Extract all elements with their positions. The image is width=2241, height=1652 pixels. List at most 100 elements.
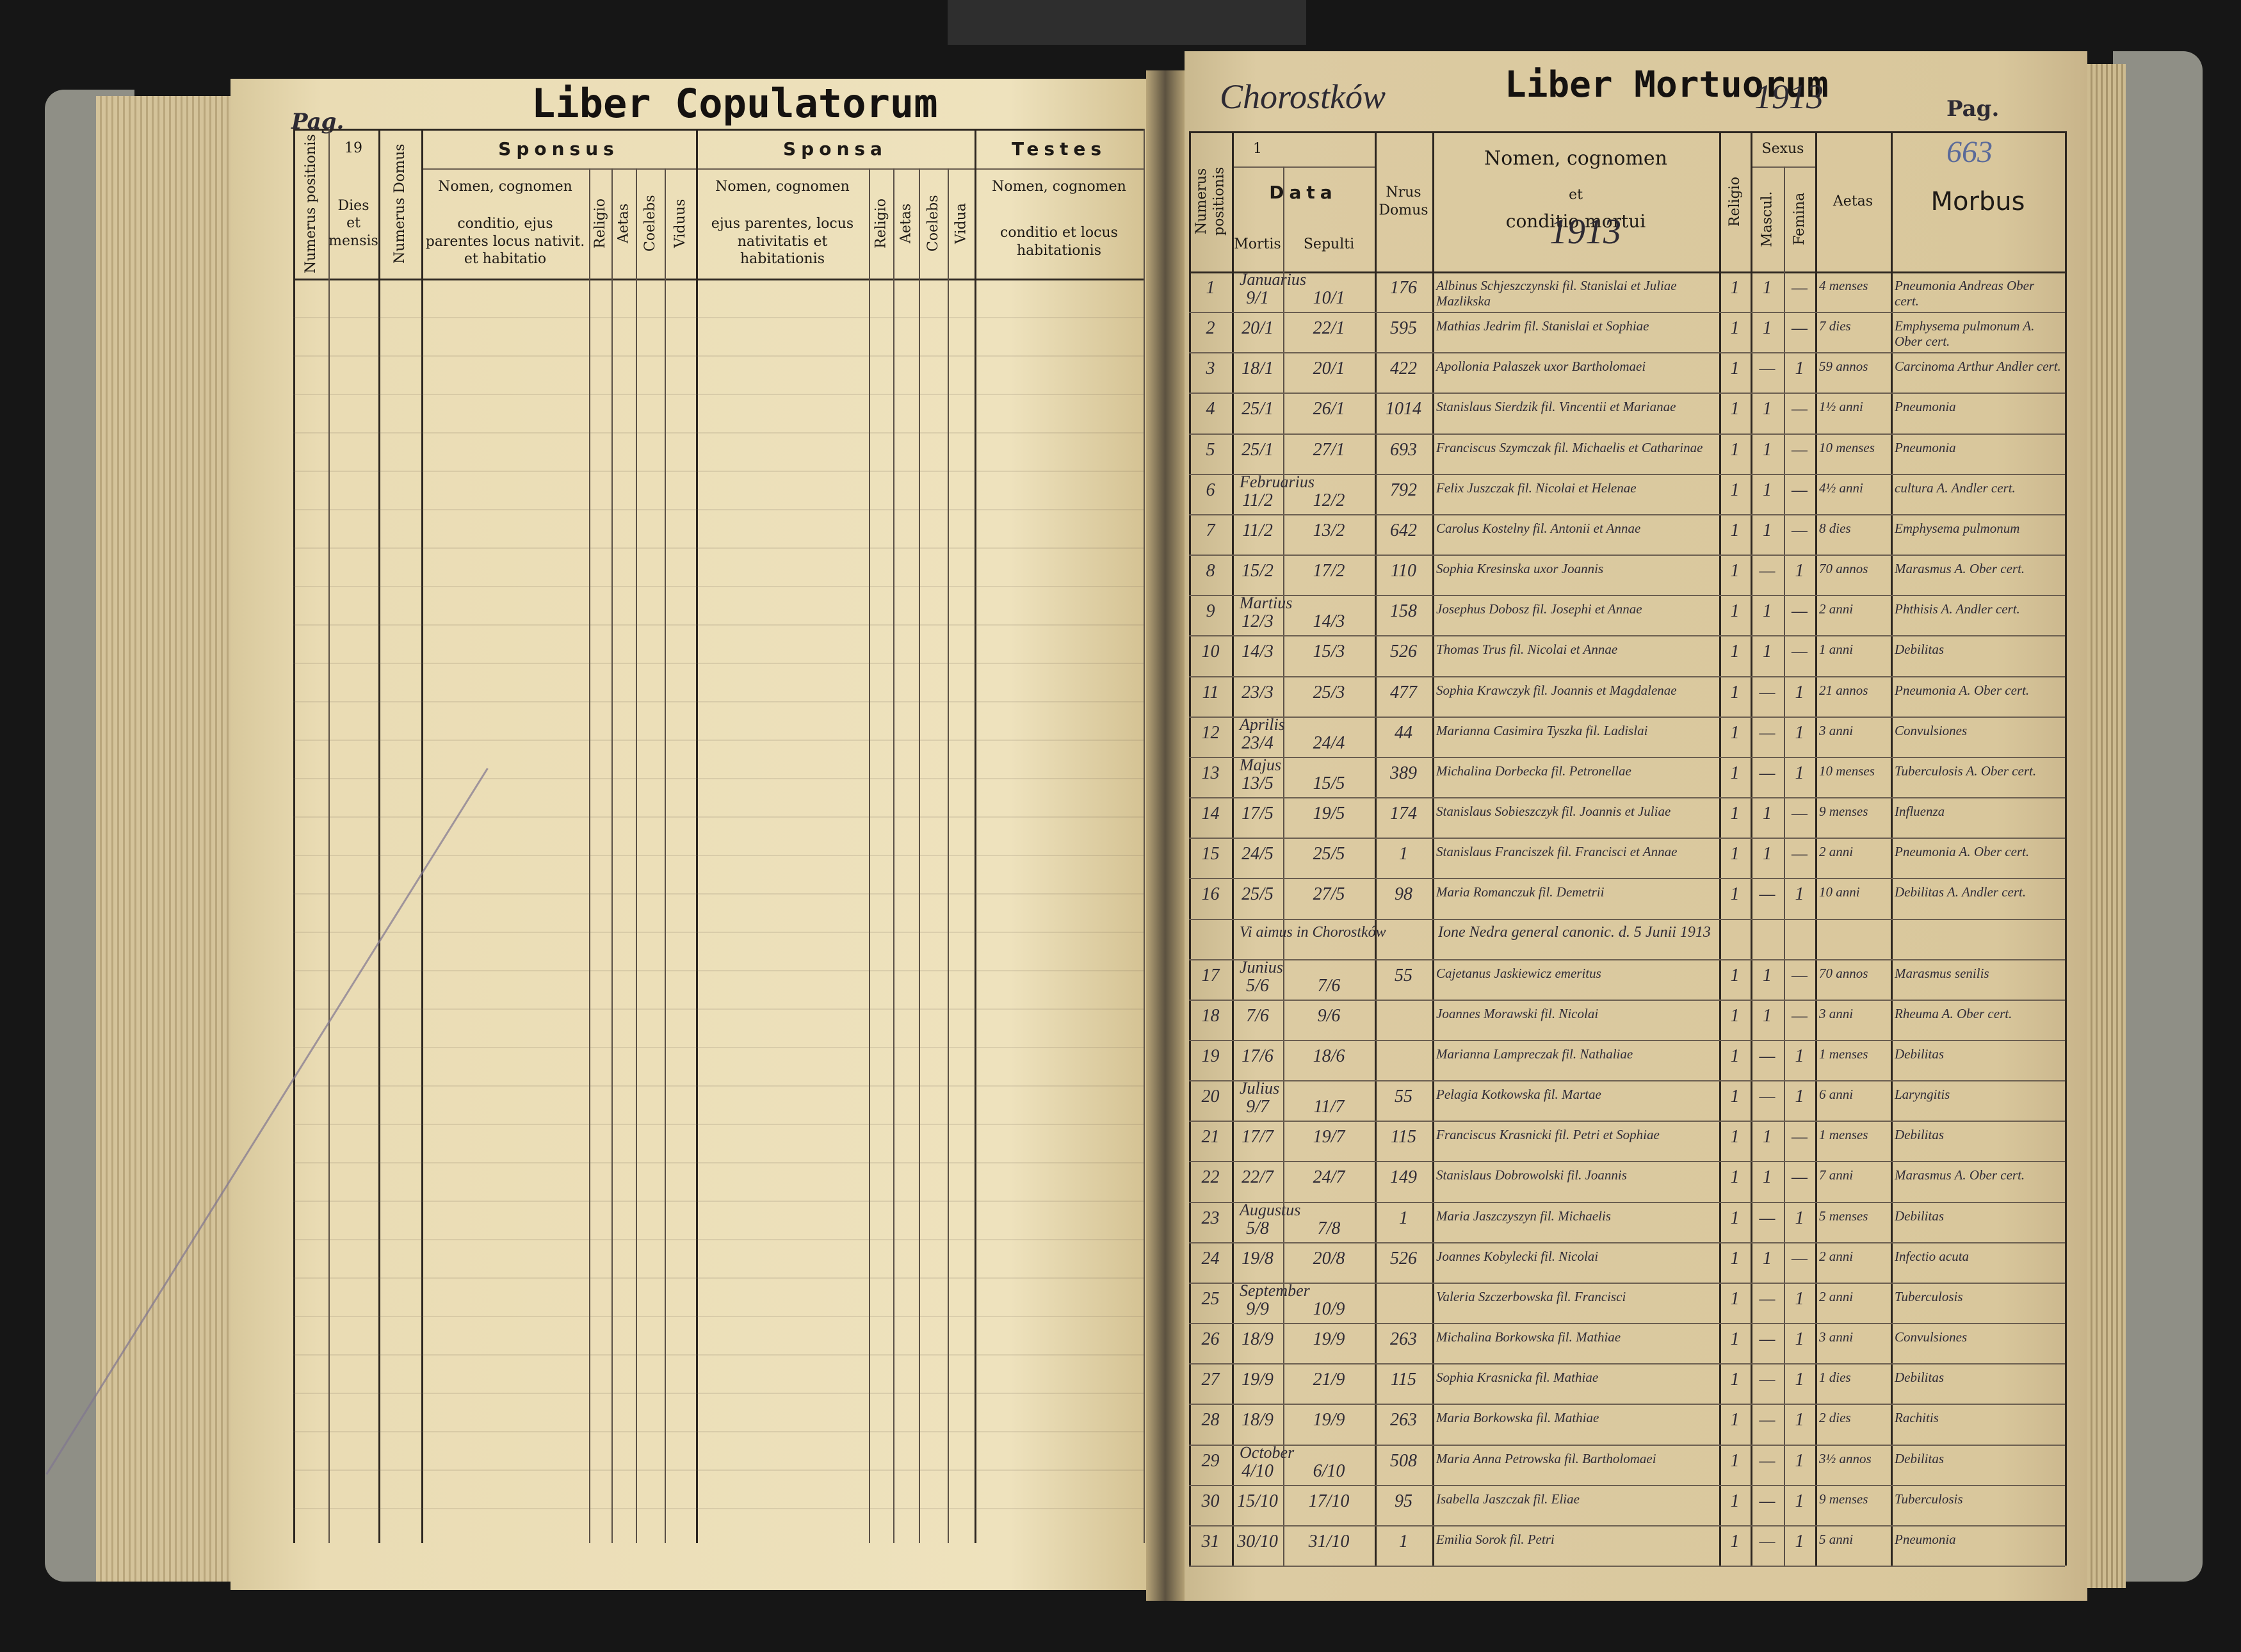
entry-religio: 1 (1730, 763, 1740, 783)
entry-mortis: 20/1 (1242, 318, 1274, 339)
entry-fem: — (1792, 965, 1808, 985)
entry-morbus: Tuberculosis (1895, 1288, 1963, 1304)
entry-name: Valeria Szczerbowska fil. Francisci (1436, 1288, 1626, 1304)
entry-morbus: Marasmus A. Ober cert. (1895, 561, 2025, 577)
month: Februarius (1240, 472, 1315, 490)
entry-religio: 1 (1730, 884, 1740, 905)
column-header: Nomen, cognomen (438, 178, 572, 195)
column-header: Nomen, cognomen (715, 178, 850, 195)
rule-line (293, 663, 1144, 664)
rule-line (378, 129, 380, 1543)
rule-line (421, 168, 1144, 170)
entry-morbus: Debilitas (1895, 642, 1944, 658)
entry-masc: — (1759, 1410, 1776, 1430)
rule-line (1189, 271, 2065, 273)
entry-aetas: 8 dies (1819, 520, 1851, 536)
entry-religio: 1 (1730, 1167, 1740, 1188)
entry-mortis: 4/10 (1242, 1461, 1274, 1481)
entry-masc: — (1759, 1531, 1776, 1551)
entry-mortis: 12/3 (1242, 611, 1274, 632)
rule-line (1189, 312, 2065, 314)
rule-line (1189, 676, 2065, 677)
rule-line (293, 394, 1144, 395)
entry-morbus: Convulsiones (1895, 1329, 1968, 1345)
rule-line (293, 432, 1144, 433)
entry-domus: 642 (1390, 520, 1417, 540)
entry-domus: 55 (1395, 965, 1412, 985)
entry-domus: 95 (1395, 1491, 1412, 1511)
entry-morbus: Tuberculosis (1895, 1491, 1963, 1507)
entry-aetas: 9 menses (1819, 804, 1868, 820)
entry-domus: 115 (1391, 1370, 1416, 1390)
rule-line (293, 1431, 1144, 1432)
rule-line (1189, 1282, 2065, 1284)
rule-line (293, 624, 1144, 626)
page-edges-right (2087, 64, 2126, 1588)
entry-mortis: 19/9 (1242, 1370, 1274, 1390)
entry-religio: 1 (1730, 1005, 1740, 1026)
entry-morbus: Pneumonia (1895, 1531, 1956, 1547)
column-header: Aetas (1832, 193, 1873, 209)
month: Julius (1240, 1079, 1280, 1097)
entry-mortis: 23/4 (1242, 733, 1274, 753)
rule-line (1189, 393, 2065, 394)
entry-mortis: 17/5 (1242, 804, 1274, 824)
entry-religio: 1 (1730, 1127, 1740, 1147)
entry-mortis: 25/1 (1242, 399, 1274, 419)
entry-name: Maria Anna Petrowska fil. Bartholomaei (1436, 1450, 1656, 1466)
entry-masc: 1 (1763, 1005, 1772, 1026)
rule-line (611, 168, 613, 1543)
entry-masc: — (1759, 561, 1776, 581)
entry-domus: 526 (1390, 642, 1417, 662)
entry-name: Michalina Borkowska fil. Mathiae (1436, 1329, 1621, 1345)
rule-line (293, 1239, 1144, 1240)
entry-mortis: 15/2 (1242, 561, 1274, 581)
entry-masc: 1 (1763, 642, 1772, 662)
entry-religio: 1 (1730, 439, 1740, 460)
month: Junius (1240, 957, 1283, 976)
entry-name: Joannes Morawski fil. Nicolai (1436, 1005, 1599, 1021)
entry-mortis: 17/7 (1242, 1127, 1274, 1147)
rule-line (1189, 999, 2065, 1001)
gutter (1146, 70, 1185, 1601)
column-header: et (1569, 187, 1583, 204)
entry-aetas: 10 menses (1819, 439, 1875, 455)
group-header: Sponsus (498, 138, 619, 159)
entry-religio: 1 (1730, 1208, 1740, 1228)
rule-line (293, 1508, 1144, 1509)
entry-no: 8 (1206, 561, 1215, 581)
entry-masc: — (1759, 359, 1776, 379)
rule-line (1751, 131, 1752, 1566)
column-header: Mascul. (1759, 191, 1776, 247)
entry-no: 17 (1201, 965, 1220, 985)
rule-line (293, 701, 1144, 702)
rule-line (869, 168, 870, 1543)
rule-line (636, 168, 637, 1543)
entry-sepulti: 10/9 (1313, 1299, 1345, 1319)
entry-morbus: Emphysema pulmonum A. Ober cert. (1895, 318, 2035, 350)
entry-domus: 595 (1390, 318, 1417, 339)
entry-mortis: 5/8 (1246, 1218, 1269, 1238)
entry-no: 9 (1206, 601, 1215, 622)
entry-fem: 1 (1795, 1087, 1804, 1107)
year: 1913 (1549, 212, 1621, 252)
entry-no: 24 (1201, 1248, 1220, 1268)
entry-sepulti: 27/1 (1313, 439, 1345, 460)
column-header: 19 (344, 140, 362, 157)
entry-aetas: 1½ anni (1819, 399, 1863, 415)
entry-fem: — (1792, 804, 1808, 824)
rule-line (1751, 166, 1815, 168)
right-page (1185, 51, 2087, 1601)
entry-name: Marianna Casimira Tyszka fil. Ladislai (1436, 722, 1648, 738)
rule-line (293, 1354, 1144, 1356)
entry-sepulti: 17/10 (1308, 1491, 1350, 1511)
entry-no: 4 (1206, 399, 1215, 419)
entry-morbus: Debilitas (1895, 1046, 1944, 1062)
entry-mortis: 18/9 (1242, 1410, 1274, 1430)
entry-morbus: Marasmus A. Ober cert. (1895, 1167, 2025, 1183)
entry-aetas: 70 annos (1819, 561, 1868, 577)
rule-line (293, 1277, 1144, 1279)
entry-sepulti: 31/10 (1308, 1531, 1350, 1551)
rule-line (293, 1085, 1144, 1087)
